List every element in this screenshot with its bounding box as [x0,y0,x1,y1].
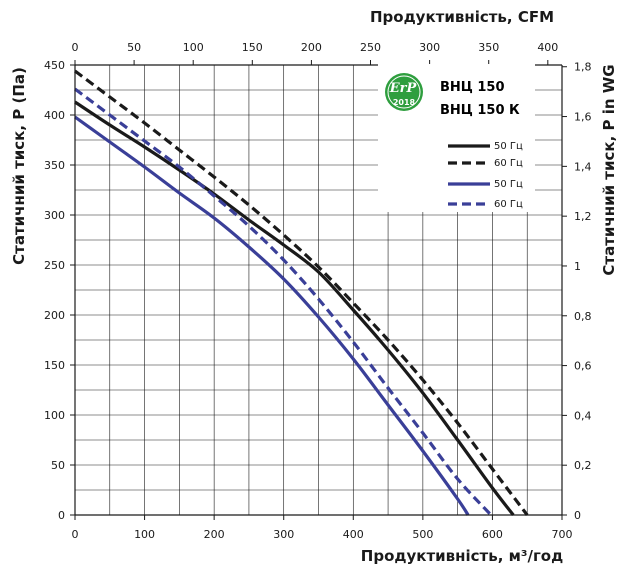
y-right-tick-label: 0,6 [574,360,592,373]
y-right-tick-label: 0,2 [574,459,592,472]
y-right-tick-label: 1 [574,260,581,273]
y-right-tick-label: 1,8 [574,61,592,74]
y-left-tick-label: 350 [44,159,65,172]
x-top-tick-label: 250 [360,41,381,54]
x-top-tick-label: 0 [72,41,79,54]
legend-model-2: ВНЦ 150 К [440,103,520,118]
x-bottom-tick-label: 600 [482,528,503,541]
x-bottom-tick-label: 0 [72,528,79,541]
series-line-1 [74,100,515,516]
y-left-tick-label: 200 [44,309,65,322]
legend-label-3: 50 Гц [494,179,523,190]
y-left-tick-label: 400 [44,109,65,122]
erp-badge-circle [385,73,423,111]
y-right-tick-label: 0,8 [574,310,592,323]
y-left-tick-label: 150 [44,359,65,372]
series-line-2 [74,69,529,516]
y-right-tick-label: 0 [574,509,581,522]
x-top-tick-label: 100 [183,41,204,54]
y-right-tick-label: 1,6 [574,111,592,124]
series-layer [74,69,529,517]
legend-label-1: 50 Гц [494,141,523,152]
y-left-tick-label: 250 [44,259,65,272]
series-line-3 [74,115,470,516]
legend-model-1: ВНЦ 150 [440,80,505,95]
erp-badge-year: 2018 [393,98,416,107]
x-bottom-tick-label: 400 [343,528,364,541]
erp-badge-text: ErP [389,81,418,96]
legend: ErP 2018 ВНЦ 150 ВНЦ 150 К 50 Гц 60 Гц 5… [378,64,535,212]
y-left-tick-label: 0 [58,509,65,522]
y-right-tick-label: 1,2 [574,210,592,223]
x-top-tick-label: 400 [537,41,558,54]
legend-label-4: 60 Гц [494,199,523,210]
x-top-axis-title: Продуктивність, CFM [370,8,554,26]
x-bottom-tick-label: 700 [552,528,573,541]
erp-badge-inner [387,75,421,109]
series-line-4 [74,87,493,517]
y-right-axis-title: Статичний тиск, P in WG [600,64,618,275]
x-top-tick-label: 50 [127,41,141,54]
x-top-tick-label: 350 [478,41,499,54]
y-right-tick-label: 0,4 [574,409,592,422]
x-top-tick-label: 150 [242,41,263,54]
y-left-tick-label: 450 [44,59,65,72]
x-bottom-tick-label: 100 [134,528,155,541]
erp-badge: ErP 2018 [385,73,423,111]
y-left-tick-label: 300 [44,209,65,222]
x-bottom-tick-label: 300 [273,528,294,541]
y-left-axis-title: Статичний тиск, P (Па) [10,67,28,265]
x-bottom-tick-label: 500 [412,528,433,541]
y-left-tick-label: 100 [44,409,65,422]
y-right-tick-label: 1,4 [574,160,592,173]
legend-label-2: 60 Гц [494,158,523,169]
x-top-tick-label: 300 [419,41,440,54]
y-left-tick-label: 50 [51,459,65,472]
x-bottom-axis-title: Продуктивність, м³/год [361,547,563,565]
x-top-tick-label: 200 [301,41,322,54]
x-bottom-tick-label: 200 [204,528,225,541]
